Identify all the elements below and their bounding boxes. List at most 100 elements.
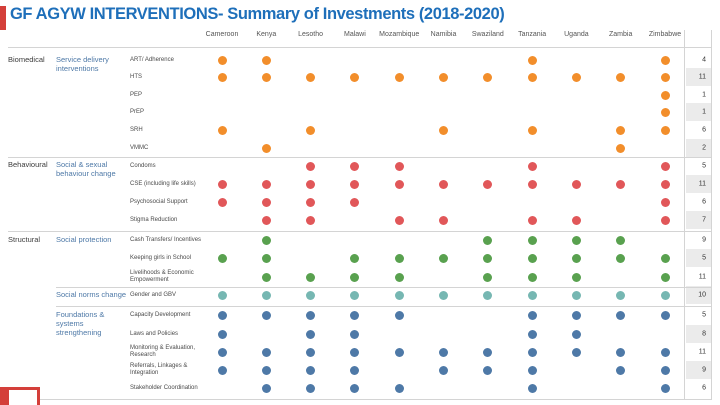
data-dot — [306, 365, 316, 375]
data-dot — [660, 161, 670, 171]
data-dot — [483, 179, 493, 189]
data-dot — [306, 125, 316, 135]
data-dot — [394, 310, 404, 320]
data-dot — [394, 253, 404, 263]
data-dot — [261, 143, 271, 153]
data-dot — [571, 179, 581, 189]
row-total-band: 7 — [686, 211, 711, 229]
data-dot — [660, 290, 670, 300]
row-total-band: 9 — [686, 361, 711, 379]
data-dot — [350, 179, 360, 189]
row-label-intervention: Gender and GBV — [130, 291, 177, 298]
row-total-band: 2 — [686, 139, 711, 157]
separator-line — [8, 231, 712, 232]
data-dot — [261, 215, 271, 225]
column-header-country: Lesotho — [298, 31, 324, 38]
data-dot — [261, 253, 271, 263]
group-label: Social norms change — [56, 290, 127, 299]
totals-column-divider — [684, 30, 685, 399]
page-title: GF AGYW INTERVENTIONS- Summary of Invest… — [10, 5, 505, 23]
data-dot — [261, 310, 271, 320]
data-dot — [394, 383, 404, 393]
data-dot — [439, 290, 448, 300]
data-dot — [660, 215, 670, 225]
row-total-band: 8 — [686, 325, 711, 343]
data-dot — [261, 290, 271, 300]
row-label-intervention: Cash Transfers/ Incentives — [130, 236, 202, 243]
data-dot — [261, 365, 271, 375]
row-total-value: 11 — [698, 180, 706, 188]
data-dot — [350, 161, 360, 171]
row-total-value: 6 — [702, 126, 706, 134]
data-dot — [217, 55, 227, 65]
data-dot — [217, 72, 227, 82]
row-label-intervention: VMMC — [130, 144, 149, 151]
data-dot — [616, 253, 626, 263]
data-dot — [261, 55, 271, 65]
row-total-value: 5 — [702, 311, 706, 319]
data-dot — [527, 253, 537, 263]
data-dot — [571, 347, 581, 357]
data-dot — [571, 329, 581, 339]
title-accent-bar — [0, 6, 6, 30]
row-total-band: 10 — [686, 286, 711, 304]
column-header-country: Tanzania — [518, 31, 547, 38]
column-header-country: Zambia — [609, 31, 633, 38]
data-dot — [261, 197, 271, 207]
data-dot — [439, 179, 448, 189]
data-dot — [660, 90, 670, 100]
column-header-country: Namibia — [430, 31, 457, 38]
data-dot — [527, 290, 537, 300]
data-dot — [217, 290, 227, 300]
column-header-country: Zimbabwe — [648, 31, 682, 38]
data-dot — [306, 310, 316, 320]
row-label-intervention: PEP — [130, 91, 143, 98]
data-dot — [350, 310, 360, 320]
data-dot — [394, 215, 404, 225]
data-dot — [350, 197, 360, 207]
category-label: Structural — [8, 235, 41, 244]
data-dot — [439, 253, 448, 263]
data-dot — [350, 383, 360, 393]
data-dot — [616, 179, 626, 189]
data-dot — [616, 347, 626, 357]
row-label-intervention: Monitoring & Evaluation, Research — [130, 345, 196, 358]
row-label-intervention: Referrals, Linkages & Integration — [130, 363, 188, 376]
data-dot — [660, 72, 670, 82]
data-dot — [217, 253, 227, 263]
data-dot — [660, 365, 670, 375]
data-dot — [394, 272, 404, 282]
data-dot — [660, 107, 670, 117]
data-dot — [616, 235, 626, 245]
data-dot — [261, 347, 271, 357]
group-label: Social protection — [56, 235, 112, 244]
data-dot — [527, 179, 537, 189]
column-header-country: Malawi — [343, 31, 366, 38]
data-dot — [527, 235, 537, 245]
separator-line — [56, 306, 712, 307]
data-dot — [394, 347, 404, 357]
data-dot — [483, 272, 493, 282]
data-dot — [527, 272, 537, 282]
data-dot — [527, 310, 537, 320]
row-total-value: 11 — [698, 73, 706, 81]
row-total-band: 11 — [686, 68, 711, 86]
row-total-band: 4 — [686, 51, 711, 69]
data-dot — [350, 253, 360, 263]
data-dot — [527, 365, 537, 375]
data-dot — [527, 72, 537, 82]
data-dot — [527, 125, 537, 135]
data-dot — [660, 197, 670, 207]
row-total-value: 6 — [702, 198, 706, 206]
group-label: Service delivery interventions — [56, 55, 109, 73]
separator-line — [56, 287, 712, 288]
data-dot — [261, 272, 271, 282]
row-label-intervention: Keeping girls in School — [130, 254, 192, 261]
data-dot — [306, 383, 316, 393]
category-label: Behavioural — [8, 160, 48, 169]
data-dot — [483, 290, 493, 300]
data-dot — [350, 272, 360, 282]
row-total-band: 1 — [686, 103, 711, 121]
row-label-intervention: ART/ Adherence — [130, 56, 174, 63]
row-label-intervention: CSE (including life skills) — [130, 180, 196, 187]
